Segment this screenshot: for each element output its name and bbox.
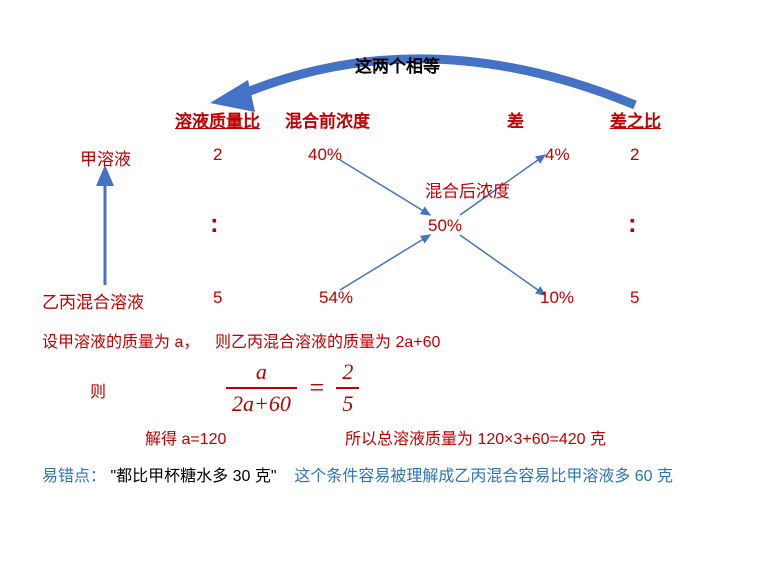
row-jia-label: 甲溶液 (80, 145, 131, 170)
row-jia-diff: 4% (545, 145, 570, 165)
row-jia-mass-ratio: 2 (213, 145, 222, 165)
footnote-lead: 易错点： (42, 468, 106, 485)
eq-rhs-num: 2 (336, 359, 359, 385)
top-arc-label: 这两个相等 (355, 52, 440, 77)
cross-arrow-jia-to-mid (340, 160, 430, 215)
row-yibing-mass-ratio: 5 (213, 288, 222, 308)
row-mid-value: 50% (428, 216, 462, 236)
header-mass-ratio: 溶液质量比 (175, 107, 260, 132)
row-yibing-before: 54% (319, 288, 353, 308)
cross-arrow-yibing-to-mid (340, 235, 430, 290)
header-diff-ratio: 差之比 (610, 107, 661, 132)
row-yibing-diff-ratio: 5 (630, 288, 639, 308)
row-jia-before: 40% (308, 145, 342, 165)
header-before-conc: 混合前浓度 (285, 107, 370, 132)
row-yibing-label: 乙丙混合溶液 (42, 288, 144, 313)
colon-left: : (210, 208, 219, 239)
row-yibing-diff: 10% (540, 288, 574, 308)
assumption-part2: 则乙丙混合溶液的质量为 2a+60 (215, 328, 440, 352)
solve-right: 所以总溶液质量为 120×3+60=420 克 (345, 425, 606, 449)
eq-lhs-num: a (226, 359, 297, 385)
header-diff: 差 (507, 107, 524, 132)
equation-lead: 则 (90, 378, 106, 402)
row-mid-label: 混合后浓度 (425, 177, 510, 202)
cross-arrow-mid-to-yibing-diff (460, 235, 545, 295)
footnote-quote: "都比甲杯糖水多 30 克" (110, 468, 276, 485)
eq-equals: = (298, 358, 336, 418)
footnote: 易错点： "都比甲杯糖水多 30 克" 这个条件容易被理解成乙丙混合容易比甲溶液… (42, 462, 673, 486)
solve-left: 解得 a=120 (145, 425, 226, 449)
assumption-part1: 设甲溶液的质量为 a， (42, 328, 199, 352)
colon-right: : (628, 208, 637, 239)
row-jia-diff-ratio: 2 (630, 145, 639, 165)
equation-block: a 2a+60 = 2 5 (225, 358, 360, 418)
footnote-comment: 这个条件容易被理解成乙丙混合容易比甲溶液多 60 克 (294, 468, 673, 485)
eq-lhs-den: 2a+60 (226, 391, 297, 417)
eq-rhs-den: 5 (336, 391, 359, 417)
